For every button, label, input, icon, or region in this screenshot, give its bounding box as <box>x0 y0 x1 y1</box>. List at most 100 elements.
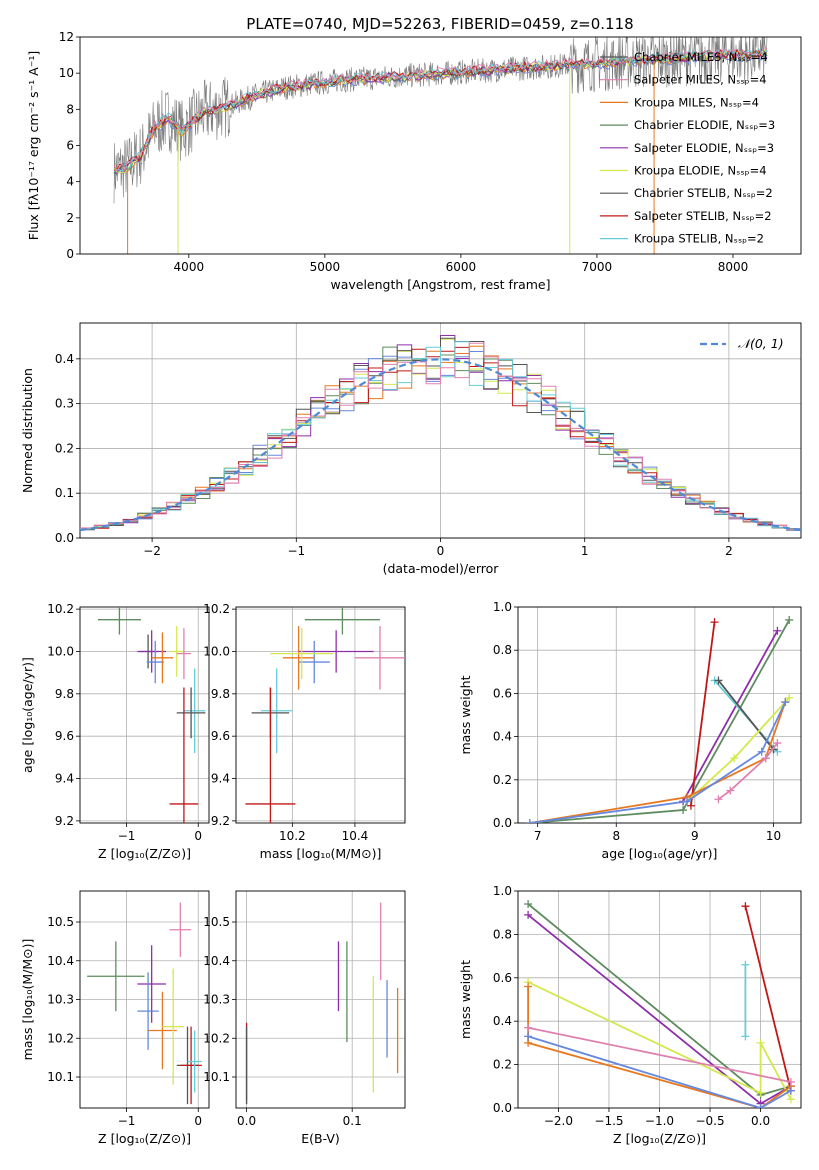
errorbars <box>97 607 206 823</box>
x-tick-label: 0.0 <box>237 1114 256 1128</box>
y-tick-label: 10.2 <box>203 1031 230 1045</box>
weight-marker <box>714 795 723 804</box>
model-spectrum <box>113 48 768 171</box>
errorbar-panel: −1 0 10.1 10.2 10.3 10.4 10.5 Z [log₁₀(Z/Z⊙)] ma… <box>20 890 210 1146</box>
y-tick-label: 0.4 <box>493 730 512 744</box>
x-tick-label: 6000 <box>446 260 477 274</box>
plot-frame <box>517 890 802 1109</box>
weight-line <box>690 621 716 806</box>
mass-weight-panel: 7 8 9 10 0.0 0.2 0.4 0.6 0.8 1.0 age [log₁₀(age/yr… <box>458 600 802 861</box>
y-tick-label: 9.6 <box>211 729 230 743</box>
y-tick-label: 0.4 <box>55 352 74 366</box>
weight-marker <box>741 960 750 969</box>
x-tick-label: 0 <box>194 829 202 843</box>
y-tick-label: 12 <box>59 30 74 44</box>
weight-marker <box>756 1104 765 1108</box>
x-tick-label: 7 <box>534 829 542 843</box>
y-tick-label: 10.3 <box>203 993 230 1007</box>
plot-frame <box>79 322 802 539</box>
y-tick-label: 6 <box>66 139 74 153</box>
normal-curve <box>80 358 801 532</box>
histogram-steps <box>80 335 801 532</box>
y-tick-label: 10.3 <box>47 993 74 1007</box>
errorbars <box>245 902 399 1105</box>
y-tick-label: 10.2 <box>47 602 74 616</box>
y-tick-label: 0.2 <box>55 441 74 455</box>
legend-label: Salpeter STELIB, Nₛₛₚ=2 <box>634 209 772 223</box>
plot-frame <box>235 606 406 824</box>
weight-line <box>744 905 792 1091</box>
x-tick-label: 2 <box>725 544 733 558</box>
plot-frame <box>517 606 802 824</box>
y-tick-label: 0.8 <box>493 643 512 657</box>
x-tick-label: 4000 <box>174 260 205 274</box>
weight-marker <box>730 754 739 763</box>
figure-title: PLATE=0740, MJD=52263, FIBERID=0459, z=0… <box>246 15 633 33</box>
y-axis-label: Normed distribution <box>20 368 35 493</box>
x-tick-label: 7000 <box>582 260 613 274</box>
spectrum-panel: 4000 5000 6000 7000 8000 0 2 4 6 8 10 12 wavelength … <box>26 30 802 292</box>
y-tick-label: 10.2 <box>203 602 230 616</box>
x-tick-label: 0.1 <box>343 1114 362 1128</box>
weight-marker <box>524 1032 533 1041</box>
y-tick-label: 1.0 <box>493 884 512 898</box>
weight-line <box>527 1035 792 1108</box>
histogram-step <box>80 342 801 530</box>
y-tick-label: 10.2 <box>47 1031 74 1045</box>
y-tick-label: 10.0 <box>47 644 74 658</box>
y-axis-label: age [log₁₀(age/yr)] <box>20 657 35 773</box>
weight-marker <box>679 806 688 815</box>
y-tick-label: 0.0 <box>55 531 74 545</box>
weight-line <box>529 701 787 823</box>
weight-marker <box>781 698 790 707</box>
errorbar-panel: 10.2 10.4 9.2 9.4 9.6 9.8 10.0 10.2 mass [log₁₀(… <box>203 602 406 861</box>
x-axis-label: Z [log₁₀(Z/Z⊙)] <box>98 1131 191 1146</box>
errorbars <box>87 902 202 1105</box>
y-tick-label: 9.2 <box>55 814 74 828</box>
y-tick-label: 9.8 <box>211 687 230 701</box>
weight-line <box>527 981 792 1100</box>
weight-series <box>524 900 795 1108</box>
legend-label: Salpeter ELODIE, Nₛₛₚ=3 <box>634 141 774 155</box>
weight-line <box>717 679 775 751</box>
model-spectrum <box>113 48 768 173</box>
x-tick-label: 1 <box>581 544 589 558</box>
model-spectrum <box>113 50 768 174</box>
errorbars <box>245 607 405 823</box>
residual-histogram-panel: −2 −1 0 1 2 0.0 0.1 0.2 0.3 0.4 (data-model)/error… <box>20 322 802 576</box>
y-tick-label: 0.2 <box>493 773 512 787</box>
x-tick-label: −1 <box>118 1114 136 1128</box>
weight-marker <box>524 900 533 909</box>
plot-frame <box>79 36 802 255</box>
weight-marker <box>714 676 723 685</box>
model-spectrum <box>113 47 768 172</box>
x-axis-label: mass [log₁₀(M/M⊙)] <box>260 846 382 861</box>
x-tick-label: −1 <box>118 829 136 843</box>
x-tick-label: −0.5 <box>695 1114 724 1128</box>
weight-marker <box>756 1038 765 1047</box>
x-tick-label: 9 <box>691 829 699 843</box>
x-tick-label: −1.5 <box>594 1114 623 1128</box>
weight-marker <box>757 747 766 756</box>
legend-label: Chabrier MILES, Nₛₛₚ=4 <box>634 50 768 64</box>
weight-series <box>525 615 794 823</box>
x-axis-label: Z [log₁₀(Z/Z⊙)] <box>98 846 191 861</box>
legend-label: Chabrier STELIB, Nₛₛₚ=2 <box>634 186 773 200</box>
weight-marker <box>524 982 533 991</box>
y-tick-label: 2 <box>66 211 74 225</box>
histogram-step <box>80 341 801 531</box>
x-tick-label: 10.2 <box>279 829 306 843</box>
plot-frame <box>235 890 406 1109</box>
y-tick-label: 9.4 <box>55 772 74 786</box>
y-tick-label: 0.6 <box>493 686 512 700</box>
y-tick-label: 10.5 <box>203 915 230 929</box>
y-tick-label: 8 <box>66 102 74 116</box>
y-tick-label: 10.4 <box>47 954 74 968</box>
y-axis-label: mass [log₁₀(M/M⊙)] <box>20 939 35 1061</box>
y-tick-label: 0.6 <box>493 971 512 985</box>
weight-line <box>527 1026 792 1083</box>
plot-frame <box>79 606 210 824</box>
weight-marker <box>741 1032 750 1041</box>
weight-marker <box>524 1023 533 1032</box>
